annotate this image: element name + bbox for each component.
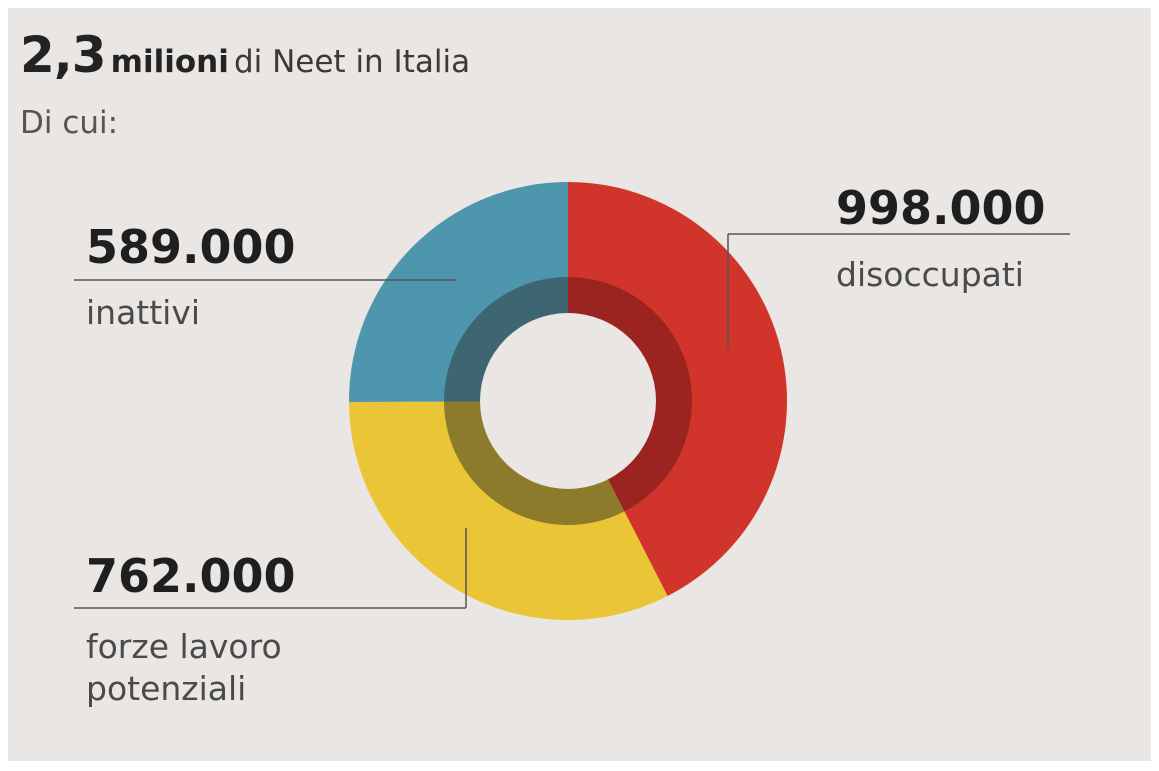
label-inattivi: inattivi [86,293,200,332]
chart-title: 2,3 milioni di Neet in Italia [20,30,470,80]
infographic-panel: 2,3 milioni di Neet in Italia Di cui: 99… [8,8,1151,761]
label-forze-line2: potenziali [86,669,246,708]
donut-chart: 998.000 disoccupati 589.000 inattivi 762… [74,181,1070,708]
value-forze: 762.000 [86,549,296,603]
title-unit: milioni [110,44,229,80]
title-number: 2,3 [20,26,107,84]
value-inattivi: 589.000 [86,220,296,274]
donut-hole [480,313,656,489]
value-disoccupati: 998.000 [836,181,1046,235]
title-rest: di Neet in Italia [233,44,471,80]
chart-subtitle: Di cui: [20,105,119,141]
label-forze-line1: forze lavoro [86,627,282,666]
label-disoccupati: disoccupati [836,255,1024,294]
